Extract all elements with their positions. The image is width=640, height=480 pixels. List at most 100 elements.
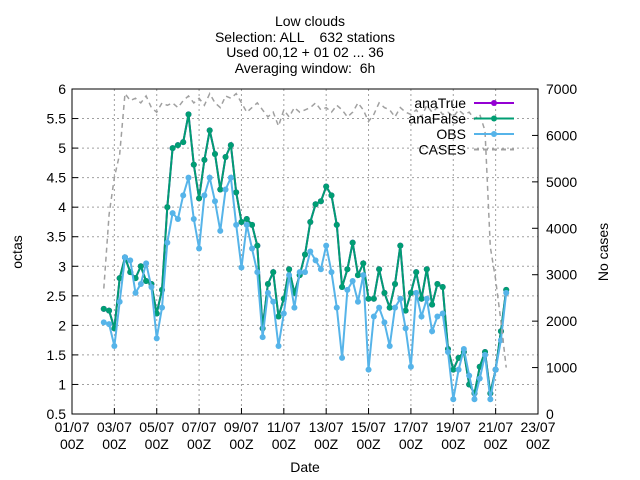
x-axis-label: Date [290, 459, 320, 475]
data-point [174, 216, 181, 222]
data-point [143, 260, 150, 267]
data-point [365, 295, 372, 302]
data-point [121, 254, 128, 261]
data-point [137, 281, 144, 287]
data-point [169, 145, 176, 152]
data-point [280, 310, 287, 317]
data-point [217, 227, 224, 234]
x-tick-label: 03/07 00Z [97, 419, 132, 452]
data-point [492, 366, 499, 373]
data-point [360, 260, 367, 267]
y2-axis-label: No cases [595, 223, 611, 281]
y-tick-label: 0.5 [47, 406, 67, 422]
data-point [270, 298, 277, 305]
data-point [264, 281, 271, 287]
data-point [328, 192, 335, 199]
data-point [429, 301, 436, 308]
data-point [169, 210, 176, 217]
data-point [460, 346, 467, 352]
data-point [164, 204, 171, 211]
y2-tick-label: 6000 [546, 127, 577, 143]
data-point [116, 298, 123, 305]
chart-subtitle: Averaging window: 6h [235, 60, 376, 76]
data-point [206, 127, 213, 134]
y-tick-label: 3 [58, 258, 66, 274]
chart-subtitle: Selection: ALL 632 stations [215, 29, 395, 45]
data-point [365, 366, 372, 373]
data-point [233, 189, 240, 196]
series-line [103, 91, 507, 368]
data-point [106, 321, 113, 328]
data-point [211, 151, 218, 157]
data-point [137, 263, 144, 270]
y-tick-label: 5.5 [47, 111, 67, 127]
plot-frame [71, 88, 539, 415]
x-tick-label: 11/07 00Z [267, 419, 301, 452]
data-point [196, 195, 203, 202]
data-point [148, 283, 155, 290]
data-point [302, 269, 308, 276]
data-point [317, 198, 324, 205]
y-tick-label: 5 [58, 140, 66, 156]
legend-label: anaTrue [414, 95, 466, 111]
data-point [217, 186, 224, 193]
data-point [180, 139, 187, 146]
y-tick-label: 4.5 [47, 170, 67, 186]
data-point [333, 304, 340, 311]
y2-tick-label: 5000 [546, 174, 577, 190]
y2-tick-label: 7000 [546, 81, 577, 97]
data-point [185, 174, 192, 181]
data-point [418, 313, 425, 320]
data-point [487, 396, 494, 403]
y-tick-label: 6 [58, 81, 66, 97]
data-point [249, 221, 256, 228]
data-point [503, 289, 510, 296]
data-point [307, 218, 314, 225]
x-tick-label: 05/07 00Z [139, 419, 174, 452]
data-point [439, 283, 446, 290]
data-point [455, 354, 462, 361]
data-point [275, 343, 282, 350]
data-point [381, 319, 388, 326]
legend-label: CASES [419, 142, 466, 158]
y-tick-label: 3.5 [47, 229, 67, 245]
data-point [174, 142, 181, 149]
data-point [106, 307, 113, 314]
y2-tick-label: 4000 [546, 220, 577, 236]
data-point [386, 304, 393, 311]
data-point [286, 266, 293, 273]
y-axis-label: octas [9, 235, 25, 268]
data-point [349, 239, 356, 246]
data-point [227, 174, 234, 181]
data-point [423, 266, 430, 273]
y-tick-label: 1.5 [47, 347, 67, 363]
data-point [397, 242, 404, 249]
data-point [317, 266, 324, 273]
legend-label: OBS [436, 126, 466, 142]
data-point [180, 192, 187, 199]
data-point [111, 343, 118, 350]
data-point [450, 396, 457, 403]
y2-tick-label: 2000 [546, 313, 577, 329]
x-tick-label: 17/07 00Z [393, 419, 428, 452]
data-point [259, 334, 266, 341]
data-point [360, 272, 367, 279]
x-tick-label: 15/07 00Z [351, 419, 386, 452]
data-point [434, 281, 441, 287]
y-tick-label: 2.5 [47, 288, 67, 304]
data-point [339, 354, 346, 361]
data-point [471, 396, 478, 403]
data-point [455, 366, 462, 373]
data-point [392, 304, 399, 311]
data-point [206, 174, 213, 181]
data-point [270, 269, 277, 276]
y-tick-label: 4 [58, 199, 66, 215]
data-point [100, 319, 107, 326]
x-tick-label: 09/07 00Z [224, 419, 259, 452]
data-point [407, 363, 414, 370]
x-tick-label: 23/07 00Z [520, 419, 555, 452]
x-tick-label: 21/07 00Z [478, 419, 513, 452]
data-point [233, 221, 240, 228]
data-point [238, 218, 245, 225]
data-point [153, 335, 160, 342]
